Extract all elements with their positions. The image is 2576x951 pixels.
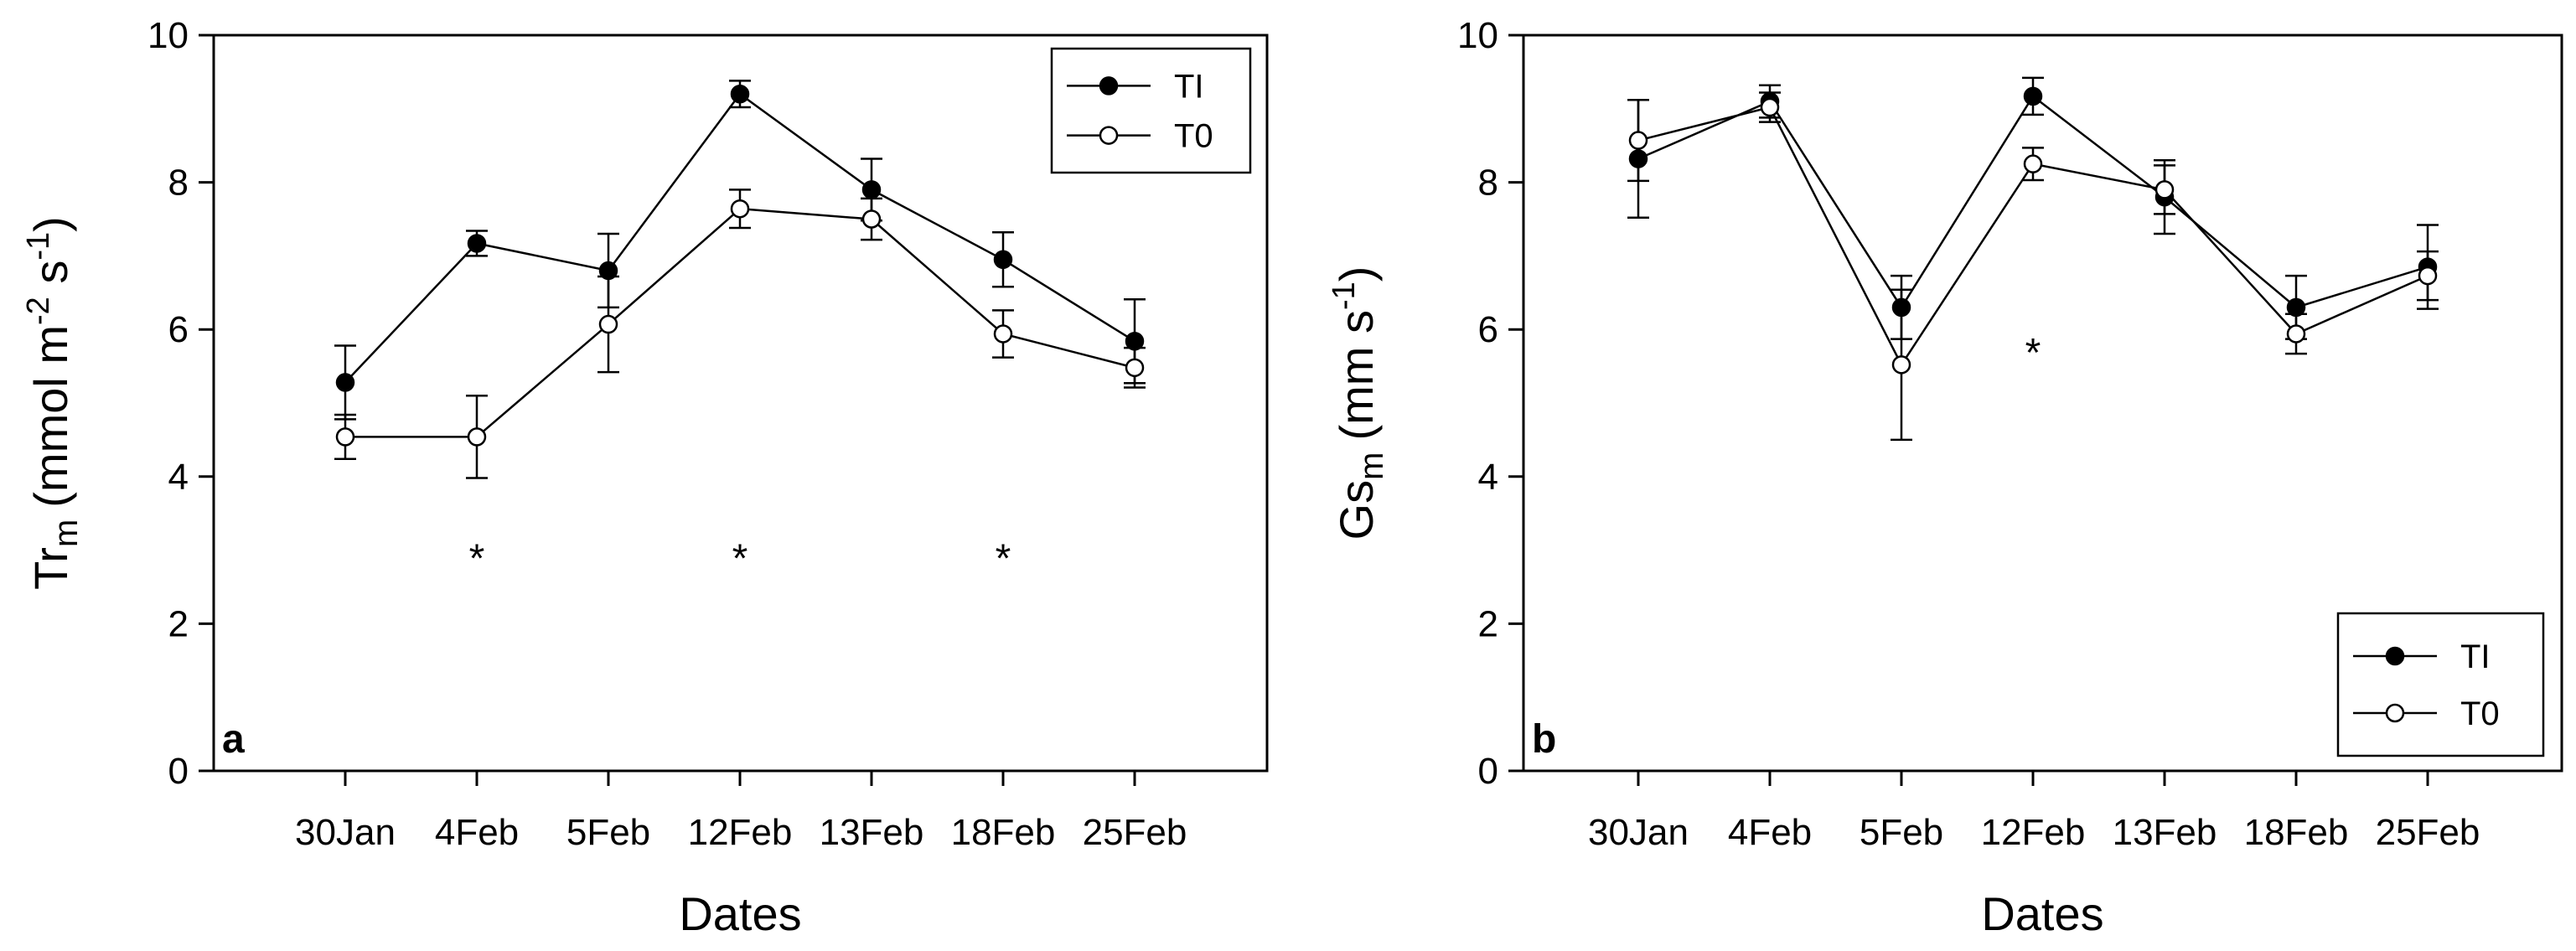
series-line-ti [1637,95,2429,310]
y-axis-title-sub: m [1353,452,1390,480]
data-point-ti [861,180,882,199]
data-point-ti [335,373,355,392]
data-point-ti [730,84,750,104]
significance-marker: * [2025,331,2041,375]
y-tick-label: 2 [168,603,189,644]
y-axis-title-unit: (mm s [1330,310,1383,441]
x-tick-label: 13Feb [2113,812,2217,853]
data-point-t0 [1891,355,1911,375]
legend-box [1050,47,1252,174]
y-tick-label: 0 [168,751,189,792]
y-axis-title-main: Tr [24,547,77,590]
y-tick-label: 6 [168,309,189,350]
legend: TI T0 [1050,47,1252,174]
data-point-ti [467,234,487,253]
legend-label: TI [2460,638,2491,675]
x-tick-label: 12Feb [1981,812,2086,853]
x-tick-label: 25Feb [2376,812,2480,853]
legend-marker [1099,76,1119,96]
data-point-t0 [467,427,487,447]
plot-frame [1522,34,2563,773]
y-tick-label: 10 [147,15,189,56]
legend-label: T0 [2460,695,2500,732]
data-point-t0 [2418,266,2438,286]
x-tick-label: 30Jan [1588,812,1689,853]
y-tick-label: 10 [1457,15,1498,56]
y-axis-title-unit: -1 [1327,282,1362,310]
legend-marker [1099,126,1119,145]
series-line-t0 [1637,106,2429,367]
series-line-ti [344,92,1135,384]
legend-label: TI [1174,68,1204,105]
panel-label: b [1532,717,1556,762]
significance-marker: * [996,537,1011,581]
significance-marker: * [732,537,748,581]
data-point-t0 [1628,131,1648,150]
y-tick-label: 2 [1478,603,1498,644]
x-tick-label: 25Feb [1083,812,1187,853]
data-point-t0 [730,199,750,219]
data-point-ti [993,250,1013,270]
y-tick-label: 4 [168,457,189,498]
series-line-t0 [345,207,1135,438]
x-tick-label: 4Feb [435,812,519,853]
y-axis-title-sub: m [48,519,85,547]
x-tick-label: 4Feb [1728,812,1812,853]
data-point-t0 [335,427,355,447]
y-axis-title-unit: ) [1330,266,1383,282]
x-tick-label: 18Feb [2244,812,2349,853]
y-axis-title: Gsm (mm s-1) [1327,266,1390,540]
x-axis-title: Dates [1981,887,2103,940]
data-point-t0 [2154,180,2175,199]
x-tick-label: 18Feb [951,812,1056,853]
y-axis-title-main: Gs [1330,480,1383,540]
y-axis-title-unit: -2 [21,297,56,325]
data-point-t0 [993,324,1013,344]
x-tick-label: 13Feb [820,812,924,853]
panel-a: 0 2 4 6 8 10 30Jan 4Feb 5Feb 12Feb 13Feb 18Feb 25Feb… [21,15,1269,940]
y-tick-label: 8 [1478,163,1498,204]
legend: TI T0 [2336,612,2545,757]
y-tick-label: 4 [1478,457,1498,498]
y-axis-title-unit: s [24,261,77,297]
y-tick-label: 8 [168,163,189,204]
data-point-t0 [861,209,882,229]
data-point-t0 [2023,154,2043,173]
y-axis-title-unit: -1 [21,232,56,261]
x-tick-label: 12Feb [688,812,793,853]
y-axis-title: Trm (mmol m-2 s-1) [21,216,85,590]
data-point-t0 [1125,358,1145,378]
legend-box [2336,612,2545,757]
legend-label: T0 [1174,118,1213,155]
data-point-t0 [598,314,618,334]
significance-marker: * [469,537,485,581]
x-tick-label: 30Jan [295,812,396,853]
y-tick-label: 0 [1478,751,1498,792]
panel-label: a [222,717,245,762]
data-point-t0 [1760,97,1780,117]
x-tick-label: 5Feb [1860,812,1943,853]
y-tick-label: 6 [1478,309,1498,350]
data-point-ti [2023,86,2043,106]
data-point-t0 [2286,324,2306,344]
x-axis-title: Dates [679,887,801,940]
y-axis-title-unit: ) [24,216,77,232]
legend-marker [2385,703,2405,723]
y-axis-title-unit: (mmol m [24,325,77,508]
panel-b: 0 2 4 6 8 10 30Jan 4Feb 5Feb 12Feb 13Feb 18Feb 25Feb… [1327,15,2563,940]
x-tick-label: 5Feb [566,812,650,853]
legend-marker [2385,646,2405,666]
